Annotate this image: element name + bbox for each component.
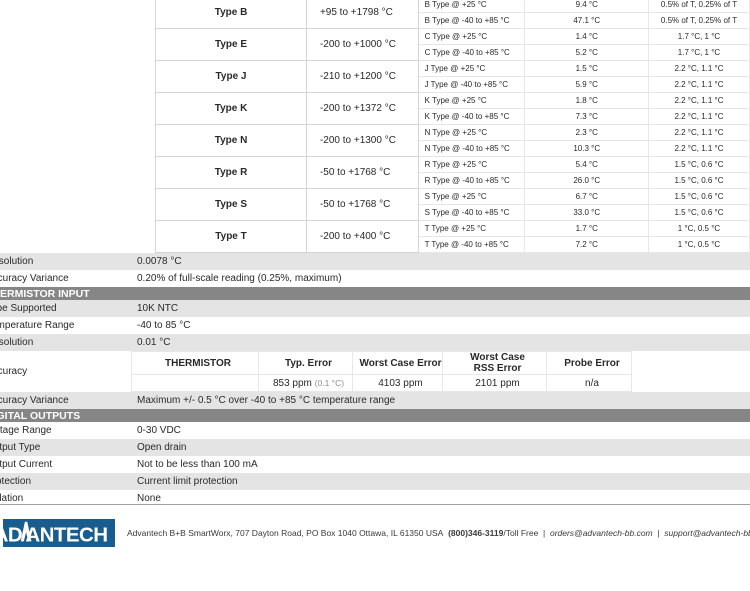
svg-text:ANTECH: ANTECH bbox=[25, 523, 107, 546]
svg-text:AD: AD bbox=[0, 523, 22, 546]
